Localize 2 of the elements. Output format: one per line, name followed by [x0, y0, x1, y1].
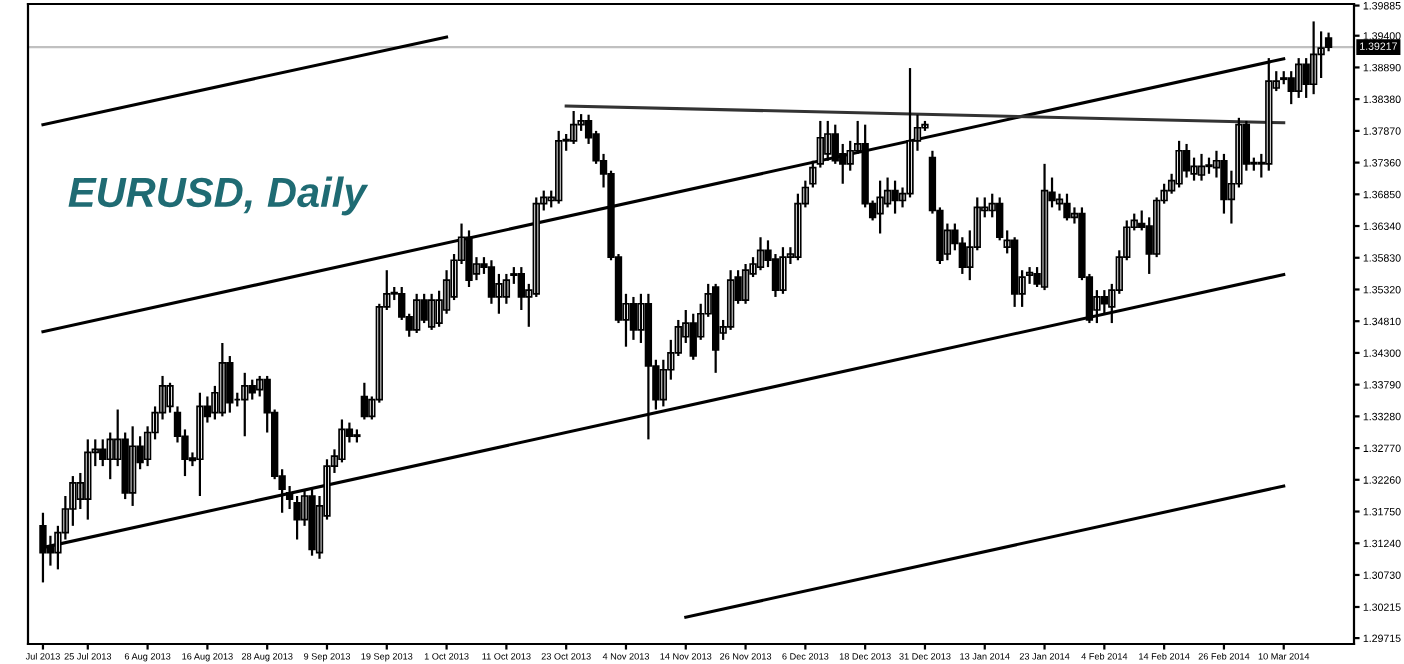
- text: EURUSD, Daily: [68, 176, 369, 216]
- candlestick: [353, 428, 361, 444]
